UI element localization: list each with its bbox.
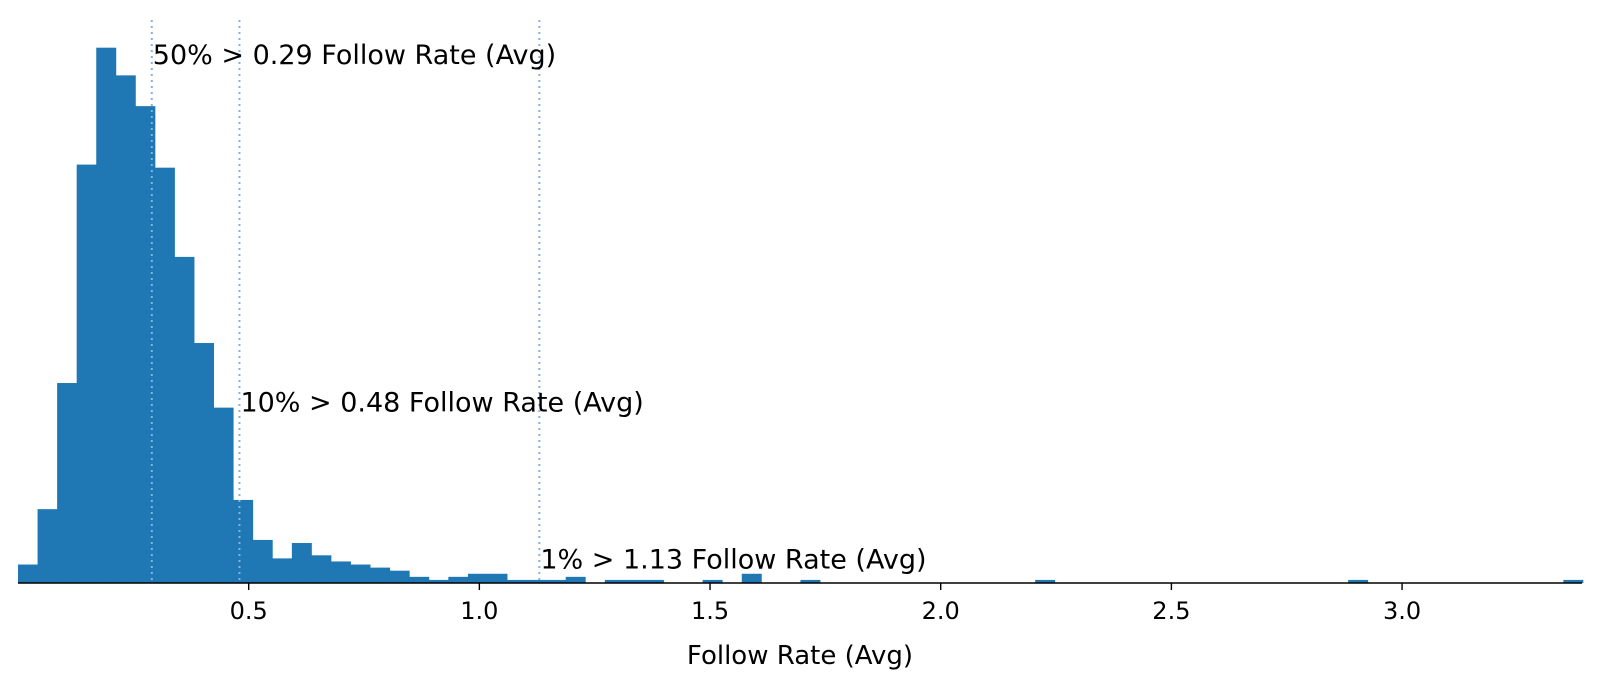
histogram-bar — [233, 500, 253, 583]
threshold-annotation: 1% > 1.13 Follow Rate (Avg) — [540, 544, 926, 575]
histogram-bar — [18, 565, 38, 583]
histogram-bar — [194, 343, 214, 583]
histogram-bar — [566, 577, 586, 583]
histogram-bar — [57, 383, 77, 583]
histogram-bar — [351, 565, 371, 583]
histogram-bar — [214, 408, 234, 583]
histogram-bar — [331, 561, 351, 583]
threshold-annotation: 50% > 0.29 Follow Rate (Avg) — [153, 40, 556, 71]
x-tick-label: 0.5 — [230, 597, 268, 625]
x-axis-title: Follow Rate (Avg) — [687, 641, 913, 671]
histogram-bar — [409, 577, 429, 583]
histogram-bars — [18, 48, 1583, 583]
x-tick-label: 2.0 — [922, 597, 960, 625]
histogram-bar — [77, 165, 97, 583]
histogram-bar — [116, 75, 136, 583]
histogram-bar — [487, 574, 507, 583]
histogram-bar — [174, 257, 194, 583]
histogram-bar — [272, 558, 292, 583]
x-axis-ticks: 0.5 1.0 1.5 2.0 2.5 3.0 — [230, 583, 1422, 625]
histogram-bar — [311, 555, 331, 583]
histogram-bar — [96, 48, 116, 583]
threshold-annotation: 10% > 0.48 Follow Rate (Avg) — [240, 387, 643, 418]
x-tick-label: 3.0 — [1383, 597, 1421, 625]
histogram-bar — [38, 509, 58, 583]
x-tick-label: 1.0 — [460, 597, 498, 625]
histogram-bar — [253, 540, 273, 583]
x-tick-label: 2.5 — [1152, 597, 1190, 625]
histogram-bar — [448, 577, 468, 583]
histogram-bar — [468, 574, 488, 583]
histogram-bar — [390, 571, 410, 583]
histogram-bar — [292, 543, 312, 583]
x-tick-label: 1.5 — [691, 597, 729, 625]
histogram-bar — [370, 568, 390, 583]
histogram-bar — [155, 168, 175, 583]
